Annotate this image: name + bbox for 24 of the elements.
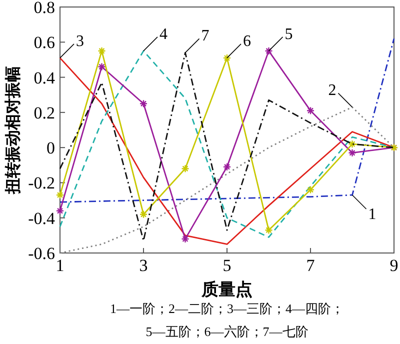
x-tick-label: 5 (222, 256, 232, 275)
series-label: 4 (160, 26, 168, 43)
x-axis-title: 质量点 (200, 280, 252, 299)
x-tick-label: 7 (306, 256, 316, 275)
series-label: 7 (201, 28, 210, 45)
series-label: 5 (284, 26, 293, 43)
y-tick-label: 0.4 (34, 68, 56, 88)
y-tick-label: 0 (46, 138, 55, 158)
x-tick-label: 1 (56, 256, 64, 275)
text: 1—一阶；2—二阶；3—三阶；4—四阶； (110, 301, 344, 316)
series-label: 2 (328, 82, 336, 100)
y-tick-label: -0.2 (28, 174, 55, 193)
y-tick-label: 0.2 (34, 103, 55, 122)
series-label: 3 (76, 32, 84, 50)
y-tick-label: -0.6 (28, 244, 55, 263)
text: 5—五阶；6—六阶；7—七阶 (146, 324, 308, 339)
x-tick-label: 9 (390, 256, 398, 275)
y-tick-label: -0.4 (28, 208, 56, 228)
y-tick-label: 0.8 (34, 0, 55, 17)
y-tick-label: 0.6 (34, 33, 55, 52)
series-label: 6 (243, 32, 251, 50)
y-axis-title: 扭转振动相对振幅 (4, 66, 22, 195)
series-label: 1 (368, 206, 376, 224)
x-tick-label: 3 (139, 256, 148, 275)
